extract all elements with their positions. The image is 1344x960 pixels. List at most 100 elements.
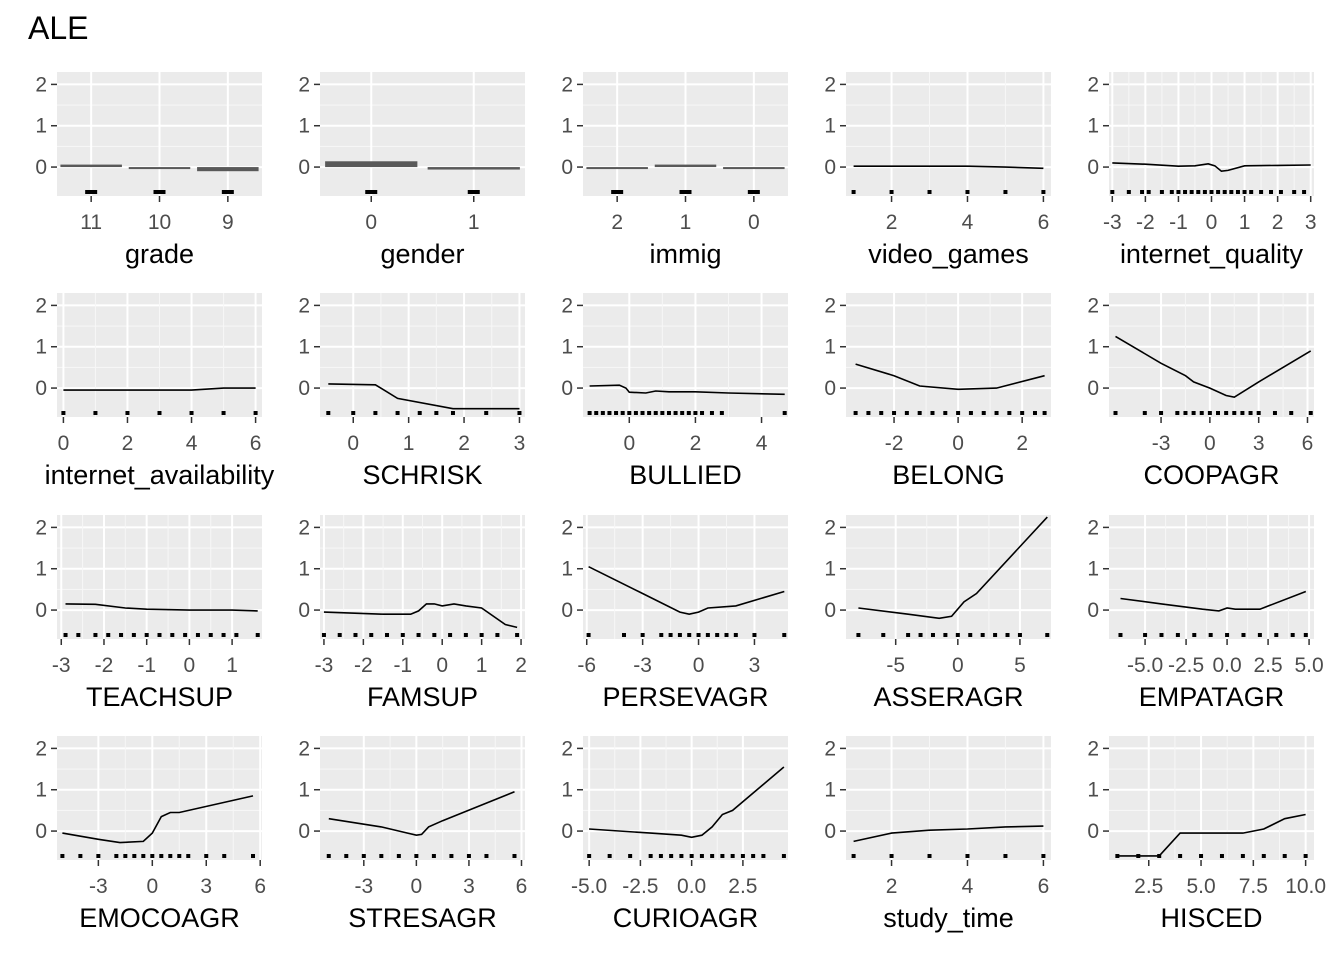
- rug-mark: [659, 633, 664, 637]
- x-tick-label: 0: [693, 654, 705, 677]
- rug-mark: [119, 633, 124, 637]
- y-tick-label: 0: [1087, 156, 1099, 179]
- x-tick-label: 9: [222, 211, 234, 234]
- y-tick-label: 0: [298, 820, 310, 843]
- panel-video_games: 0 1 2 2 4 6 video_games: [824, 72, 1051, 269]
- x-axis-label: immig: [650, 239, 722, 269]
- y-tick-label: 0: [35, 599, 47, 622]
- panel-background: [846, 736, 1051, 860]
- panel-TEACHSUP: 0 1 2 -3 -2 -1 0 1 TEACHSUP: [35, 515, 262, 712]
- rug-mark: [647, 411, 652, 415]
- rug-mark: [709, 411, 714, 415]
- rug-mark: [699, 854, 704, 858]
- x-tick-label: 10.0: [1285, 875, 1326, 898]
- x-axis-label: study_time: [883, 903, 1014, 933]
- y-tick-label: 0: [561, 156, 573, 179]
- y-tick-label: 1: [1087, 558, 1099, 581]
- rug-mark: [1115, 854, 1120, 858]
- rug-mark: [955, 633, 960, 637]
- x-tick-label: -3: [633, 654, 652, 677]
- x-axis-label: grade: [125, 239, 194, 269]
- rug-mark: [495, 633, 500, 637]
- rug-mark: [733, 633, 738, 637]
- x-tick-label: 2: [886, 211, 898, 234]
- x-axis-label: EMOCOAGR: [79, 903, 240, 933]
- rug-mark: [669, 854, 674, 858]
- y-tick-label: 0: [824, 820, 836, 843]
- x-tick-label: 6: [1302, 432, 1314, 455]
- rug-mark: [251, 854, 256, 858]
- rug-mark: [484, 411, 489, 415]
- x-tick-label: 0: [952, 432, 964, 455]
- rug-mark: [943, 633, 948, 637]
- y-tick-label: 2: [1087, 516, 1099, 539]
- rug-mark: [1032, 411, 1037, 415]
- rug-mark: [484, 854, 489, 858]
- rug-mark: [1242, 190, 1247, 194]
- rug-mark: [208, 633, 213, 637]
- rug-mark: [123, 854, 128, 858]
- rug-mark: [693, 411, 698, 415]
- rug-mark: [1143, 633, 1148, 637]
- rug-mark: [157, 633, 162, 637]
- panel-STRESAGR: 0 1 2 -3 0 3 6 STRESAGR: [298, 736, 527, 933]
- rug-mark: [96, 854, 101, 858]
- x-tick-label: -5.0: [1127, 654, 1163, 677]
- rug-mark: [715, 633, 720, 637]
- x-tick-label: 2: [1272, 211, 1284, 234]
- x-tick-label: 2.5: [1134, 875, 1163, 898]
- x-tick-label: 6: [1038, 875, 1050, 898]
- rug-mark: [881, 633, 886, 637]
- rug-mark: [125, 411, 130, 415]
- rug-mark: [730, 854, 735, 858]
- rug-mark: [851, 854, 856, 858]
- rug-mark: [351, 411, 356, 415]
- rug-mark: [781, 854, 786, 858]
- y-tick-label: 2: [824, 737, 836, 760]
- panel-SCHRISK: 0 1 2 0 1 2 3 SCHRISK: [298, 293, 525, 490]
- x-tick-label: 4: [962, 875, 974, 898]
- x-tick-label: 2: [515, 654, 527, 677]
- x-tick-label: 3: [749, 654, 761, 677]
- x-tick-label: -2.5: [1168, 654, 1204, 677]
- rug-mark: [177, 854, 182, 858]
- x-tick-label: 10: [148, 211, 171, 234]
- y-tick-label: 2: [824, 73, 836, 96]
- rug-mark: [159, 854, 164, 858]
- y-tick-label: 1: [298, 336, 310, 359]
- rug-mark: [627, 411, 632, 415]
- rug-mark: [866, 411, 871, 415]
- x-axis-label: PERSEVAGR: [602, 682, 768, 712]
- rug-mark: [1003, 190, 1008, 194]
- bar-1: [654, 164, 717, 168]
- x-tick-label: 6: [1038, 211, 1050, 234]
- panel-background: [583, 736, 788, 860]
- y-tick-label: 1: [824, 336, 836, 359]
- rug-mark: [512, 854, 517, 858]
- x-tick-label: 4: [186, 432, 198, 455]
- panel-ASSERAGR: 0 1 2 -5 0 5 ASSERAGR: [824, 515, 1051, 712]
- rug-mark: [1219, 854, 1224, 858]
- y-tick-label: 1: [824, 558, 836, 581]
- y-tick-label: 0: [824, 599, 836, 622]
- rug-mark: [892, 411, 897, 415]
- x-tick-label: 1: [403, 432, 415, 455]
- rug-mark: [1183, 411, 1188, 415]
- y-tick-label: 2: [1087, 73, 1099, 96]
- y-tick-label: 0: [298, 599, 310, 622]
- x-axis-label: internet_availability: [45, 460, 275, 490]
- y-tick-label: 1: [561, 115, 573, 138]
- x-tick-label: 2: [886, 875, 898, 898]
- rug-mark: [448, 633, 453, 637]
- rug-mark: [640, 411, 645, 415]
- y-tick-label: 2: [824, 294, 836, 317]
- rug-mark: [326, 854, 331, 858]
- rug-mark: [1126, 190, 1131, 194]
- y-tick-label: 0: [298, 377, 310, 400]
- x-tick-label: 2: [122, 432, 134, 455]
- rug-mark: [853, 411, 858, 415]
- y-tick-label: 1: [35, 336, 47, 359]
- rug-mark: [782, 633, 787, 637]
